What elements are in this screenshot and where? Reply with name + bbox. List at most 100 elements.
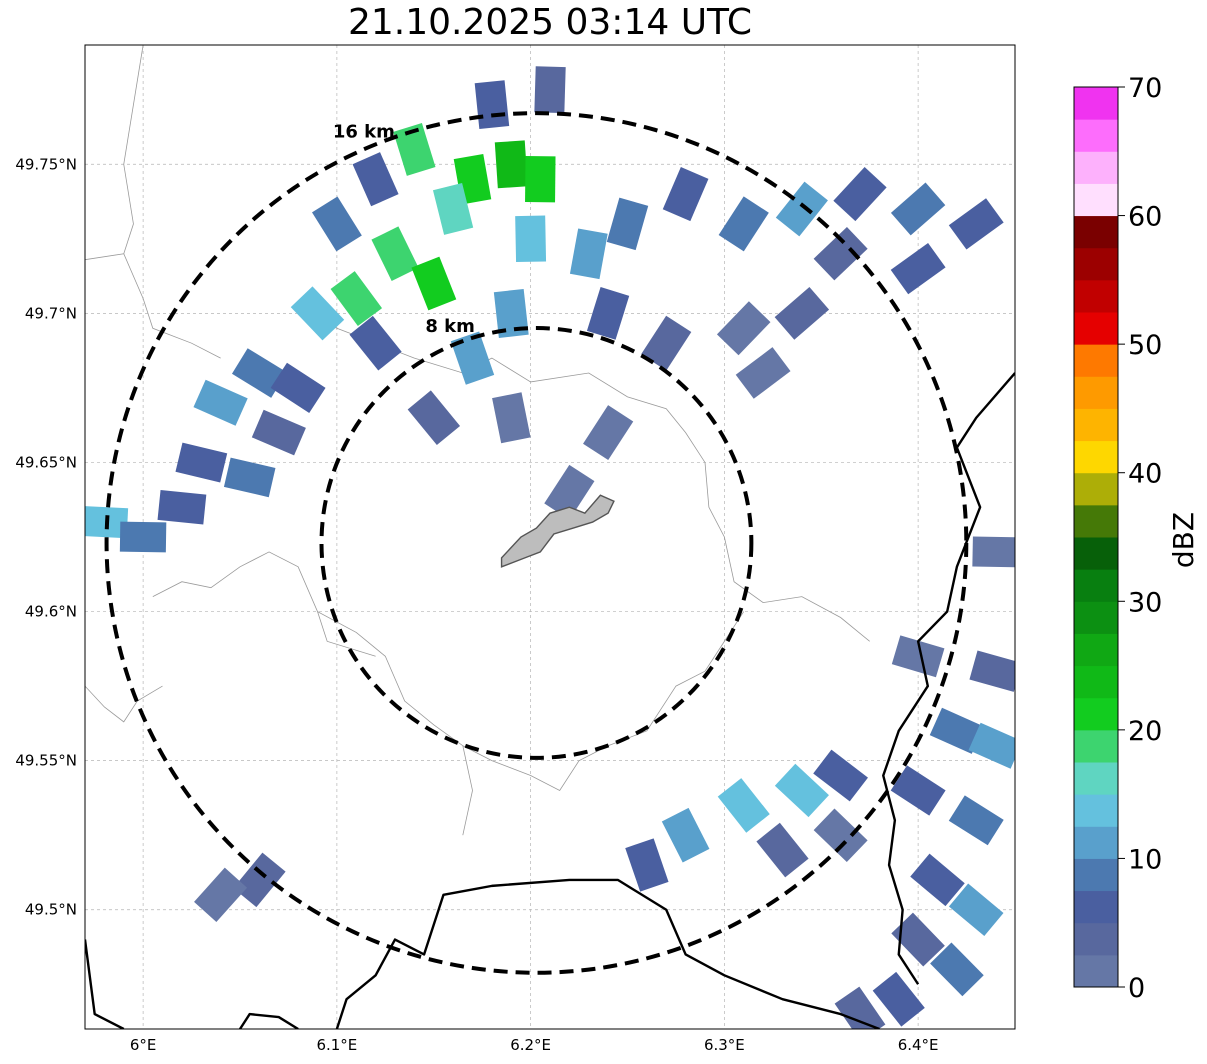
colorbar-swatch (1074, 762, 1118, 795)
precipitation-cell (661, 807, 710, 863)
lon-tick-label: 6.3°E (704, 1036, 745, 1054)
city-polygon (500, 494, 615, 568)
colorbar-swatch (1074, 279, 1118, 313)
admin-boundary-line (462, 670, 706, 791)
precipitation-cell (493, 288, 529, 338)
precipitation-cell (969, 650, 1015, 692)
country-borders (85, 372, 1015, 1029)
precipitation-cell (813, 226, 868, 281)
lon-tick-label: 6.4°E (898, 1036, 939, 1054)
precipitation-cell (393, 123, 436, 176)
country-border-line (85, 939, 125, 1029)
colorbar-swatch (1074, 569, 1118, 602)
latitude-ticks: 49.5°N 49.55°N 49.6°N 49.65°N 49.7°N 49.75°N (15, 155, 77, 918)
colorbar-swatch (1074, 922, 1118, 956)
precipitation-cell (494, 140, 528, 189)
colorbar-swatches (1074, 87, 1118, 988)
colorbar-tick-label: 0 (1128, 973, 1145, 1004)
colorbar-swatch (1074, 87, 1118, 120)
colorbar-swatch (1074, 665, 1118, 699)
precipitation-cell (872, 971, 925, 1027)
precipitation-cell (948, 883, 1004, 936)
range-rings: 8 km 16 km (104, 111, 969, 975)
precipitation-cell (474, 80, 510, 130)
colorbar-tick-label: 40 (1128, 459, 1162, 490)
colorbar-swatch (1074, 472, 1118, 506)
country-border-line (335, 878, 880, 1029)
colorbar-swatch (1074, 151, 1118, 184)
precipitation-cell (756, 822, 809, 878)
admin-boundary-line (85, 45, 144, 261)
lon-tick-label: 6.1°E (316, 1036, 357, 1054)
colorbar-tick-label: 70 (1128, 73, 1162, 104)
admin-boundary-line (317, 611, 376, 657)
precipitation-cell (717, 778, 770, 833)
colorbar-tick-label: 20 (1128, 716, 1162, 747)
precipitation-cell (492, 392, 531, 444)
plot-frame (84, 44, 1016, 1030)
colorbar-swatch (1074, 312, 1118, 345)
precipitation-cell (833, 167, 887, 222)
colorbar-swatch (1074, 633, 1118, 667)
precipitation-cell (775, 181, 828, 237)
precipitation-cell (330, 271, 383, 326)
range-ring (319, 326, 754, 760)
map-title: 21.10.2025 03:14 UTC (347, 2, 753, 43)
lon-tick-label: 6.2°E (510, 1036, 551, 1054)
colorbar-tick-label: 30 (1128, 587, 1162, 618)
colorbar-swatch (1074, 858, 1118, 892)
precipitation-cell (891, 635, 945, 678)
colorbar-swatch (1074, 376, 1118, 409)
precipitation-cell (972, 536, 1015, 568)
colorbar-swatch (1074, 440, 1118, 474)
colorbar-swatch (1074, 344, 1118, 377)
lat-tick-label: 49.55°N (15, 752, 77, 770)
precipitation-cell (349, 315, 402, 371)
precipitation-cell (586, 286, 630, 340)
colorbar-ticks: 0 10 20 30 40 50 60 70 (1118, 73, 1162, 1004)
precipitation-cell (716, 301, 771, 356)
longitude-ticks: 6°E 6.1°E 6.2°E 6.3°E 6.4°E (130, 1036, 939, 1054)
colorbar-swatch (1074, 408, 1118, 442)
precipitation-cell (813, 808, 868, 862)
colorbar-swatch (1074, 504, 1118, 538)
precipitation-cell (662, 167, 709, 222)
colorbar-swatch (1074, 247, 1118, 281)
colorbar-swatch (1074, 697, 1118, 731)
precipitation-cell (929, 707, 984, 754)
precipitation-cell (641, 315, 692, 371)
colorbar: 0 10 20 30 40 50 60 70 dBZ (1073, 73, 1200, 1004)
precipitation-cell (251, 409, 306, 456)
range-ring-label: 16 km (333, 121, 395, 142)
colorbar-swatch (1074, 890, 1118, 924)
country-border-line (238, 1012, 299, 1029)
precipitation-cell (910, 853, 965, 907)
colorbar-swatch (1074, 954, 1118, 988)
precipitation-cell (194, 867, 248, 922)
colorbar-swatch (1074, 794, 1118, 827)
precipitation-cell (223, 457, 276, 498)
precipitation-cell (606, 197, 649, 251)
precipitation-cell (352, 152, 399, 207)
colorbar-frame (1073, 86, 1119, 988)
colorbar-swatch (1074, 826, 1118, 859)
precipitation-cell (233, 852, 286, 908)
precipitation-cell (774, 286, 830, 340)
colorbar-swatch (1074, 537, 1118, 570)
precipitation-cells (85, 66, 1015, 1029)
colorbar-swatch (1074, 601, 1118, 634)
precipitation-cell (930, 942, 984, 997)
admin-boundary-line (85, 685, 163, 723)
precipitation-cell (270, 362, 326, 413)
precipitation-cell (411, 256, 457, 311)
admin-boundary-line (123, 253, 221, 359)
lat-tick-label: 49.6°N (25, 603, 77, 621)
colorbar-swatch (1074, 119, 1118, 152)
precipitation-cell (813, 749, 868, 802)
precipitation-cell (534, 66, 566, 114)
colorbar-tick-label: 60 (1128, 202, 1162, 233)
colorbar-swatch (1074, 183, 1118, 217)
precipitation-cell (583, 405, 634, 461)
precipitation-cell (450, 331, 495, 385)
